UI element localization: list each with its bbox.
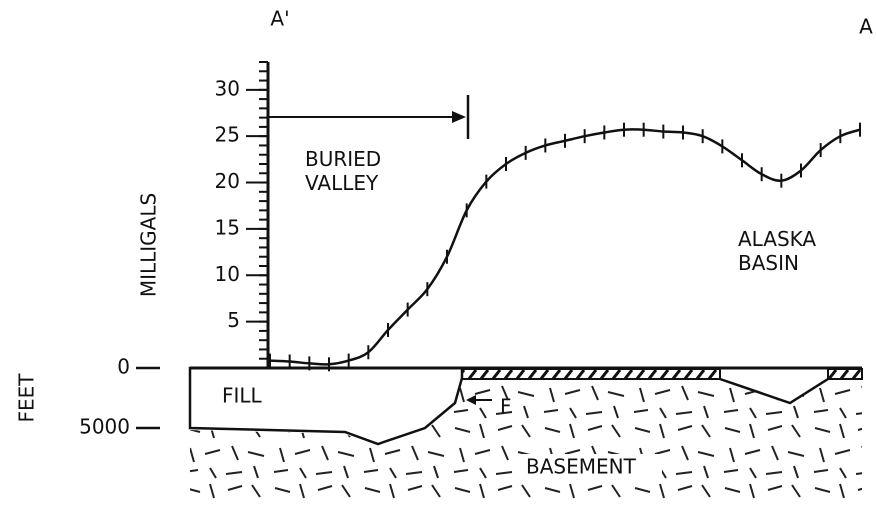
fault-label: F bbox=[500, 395, 512, 419]
bedrock-strip bbox=[827, 368, 863, 380]
fault-arrowhead bbox=[466, 395, 476, 405]
bedrock-strip bbox=[461, 368, 721, 380]
basin-fill bbox=[719, 377, 829, 405]
y2-tick-label: 5000 bbox=[79, 415, 130, 439]
right-end-label: A bbox=[859, 15, 873, 39]
y-tick-label: 5 bbox=[227, 308, 240, 332]
fill-label: FILL bbox=[222, 384, 263, 408]
extent-arrowhead bbox=[452, 111, 466, 123]
y-tick-label: 10 bbox=[215, 262, 240, 286]
y-tick-label: 20 bbox=[215, 169, 240, 193]
buried-valley-label: BURIED VALLEY bbox=[305, 147, 381, 195]
basement-rock bbox=[190, 380, 862, 500]
y2-axis-title: FEET bbox=[15, 373, 39, 423]
y2-tick-label: 0 bbox=[117, 355, 130, 379]
y-axis-title: MILLIGALS bbox=[137, 193, 161, 297]
alaska-basin-label: ALASKA BASIN bbox=[738, 227, 816, 275]
y-tick-label: 25 bbox=[215, 123, 240, 147]
y-tick-label: 30 bbox=[215, 76, 240, 100]
y-tick-label: 15 bbox=[215, 215, 240, 239]
basement-label: BASEMENT bbox=[526, 455, 637, 479]
label-backdrop bbox=[522, 454, 662, 482]
left-end-label: A' bbox=[270, 7, 289, 31]
